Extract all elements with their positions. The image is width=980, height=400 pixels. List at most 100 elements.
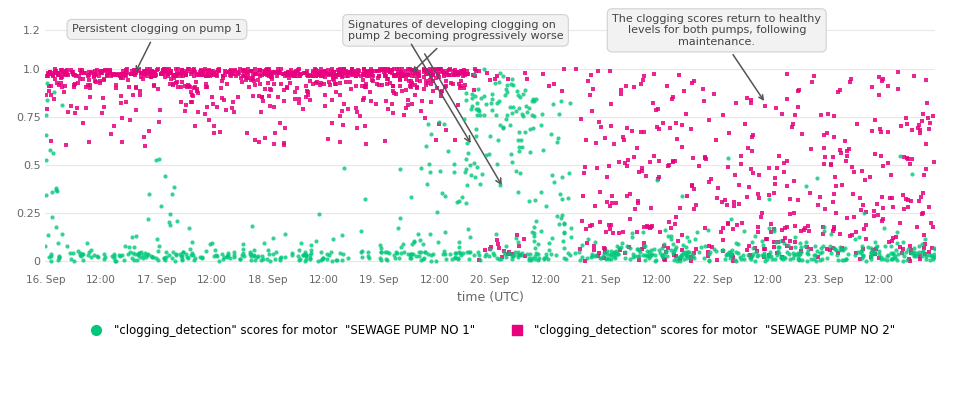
Point bbox=[156, 66, 171, 73]
Point bbox=[143, 74, 159, 80]
Point bbox=[651, 106, 666, 112]
Point bbox=[753, 214, 768, 220]
Point bbox=[501, 248, 516, 255]
Point bbox=[634, 246, 650, 252]
Point bbox=[750, 253, 765, 259]
Point bbox=[863, 254, 879, 260]
Point bbox=[430, 71, 446, 78]
Point bbox=[921, 249, 937, 256]
Point bbox=[176, 68, 192, 74]
Point bbox=[491, 98, 507, 104]
Point bbox=[431, 67, 447, 73]
Point bbox=[174, 73, 190, 79]
Point bbox=[131, 249, 147, 256]
Point bbox=[660, 252, 675, 259]
Point bbox=[554, 98, 569, 104]
Point bbox=[541, 256, 557, 262]
Point bbox=[246, 252, 262, 258]
Point bbox=[807, 251, 822, 258]
Point bbox=[409, 85, 424, 92]
Point bbox=[492, 182, 508, 188]
Point bbox=[166, 72, 181, 78]
Point bbox=[402, 252, 417, 258]
Point bbox=[79, 240, 95, 246]
Point bbox=[491, 137, 507, 144]
Point bbox=[326, 72, 342, 78]
Point bbox=[743, 100, 759, 106]
Point bbox=[323, 249, 339, 256]
Point bbox=[108, 72, 123, 78]
Point bbox=[715, 248, 731, 254]
Point bbox=[349, 71, 365, 77]
Point bbox=[273, 66, 289, 72]
Point bbox=[180, 66, 196, 72]
Point bbox=[387, 90, 403, 96]
Point bbox=[153, 107, 169, 113]
Point bbox=[203, 68, 219, 74]
Point bbox=[494, 254, 510, 260]
Point bbox=[714, 199, 730, 205]
Point bbox=[382, 68, 398, 75]
Point bbox=[797, 225, 812, 232]
Point bbox=[425, 72, 441, 78]
Point bbox=[862, 256, 878, 262]
Point bbox=[826, 190, 842, 197]
Point bbox=[812, 257, 828, 263]
Point bbox=[413, 78, 428, 84]
Point bbox=[243, 257, 259, 264]
Point bbox=[678, 111, 694, 117]
Point bbox=[926, 245, 942, 251]
Point bbox=[332, 68, 348, 74]
Point bbox=[832, 87, 848, 93]
Point bbox=[262, 86, 277, 92]
Point bbox=[235, 250, 251, 257]
Point bbox=[86, 252, 102, 259]
Point bbox=[177, 72, 193, 78]
Point bbox=[464, 172, 479, 178]
Point bbox=[139, 252, 155, 258]
Point bbox=[355, 97, 370, 103]
Point bbox=[444, 256, 460, 263]
Point bbox=[450, 255, 465, 261]
Point bbox=[740, 252, 756, 258]
Point bbox=[626, 154, 642, 160]
Point bbox=[751, 252, 766, 259]
Point bbox=[622, 245, 638, 252]
Point bbox=[313, 71, 328, 77]
Point bbox=[303, 72, 318, 78]
Point bbox=[276, 253, 292, 260]
Point bbox=[416, 69, 431, 76]
Point bbox=[615, 229, 631, 235]
Point bbox=[371, 82, 387, 88]
Point bbox=[777, 234, 793, 241]
Point bbox=[873, 152, 889, 159]
Point bbox=[781, 250, 797, 257]
Point bbox=[790, 87, 806, 94]
Point bbox=[763, 221, 779, 227]
Point bbox=[454, 252, 469, 258]
Point bbox=[104, 71, 120, 77]
Point bbox=[864, 128, 880, 134]
Point bbox=[556, 228, 571, 235]
Point bbox=[674, 247, 690, 254]
Point bbox=[64, 69, 79, 76]
Point bbox=[869, 201, 885, 208]
Point bbox=[895, 258, 910, 264]
Point bbox=[883, 242, 899, 249]
Point bbox=[149, 72, 165, 78]
Point bbox=[418, 67, 434, 73]
Point bbox=[163, 69, 178, 76]
Point bbox=[302, 78, 318, 84]
Point bbox=[924, 252, 940, 259]
Point bbox=[631, 253, 647, 259]
Point bbox=[298, 70, 314, 76]
Point bbox=[769, 244, 785, 250]
Point bbox=[358, 83, 373, 90]
Point bbox=[845, 164, 860, 170]
Point bbox=[272, 69, 288, 76]
Point bbox=[436, 248, 452, 255]
Point bbox=[828, 210, 844, 216]
Point bbox=[112, 252, 127, 259]
Point bbox=[922, 120, 938, 126]
Point bbox=[785, 250, 801, 256]
